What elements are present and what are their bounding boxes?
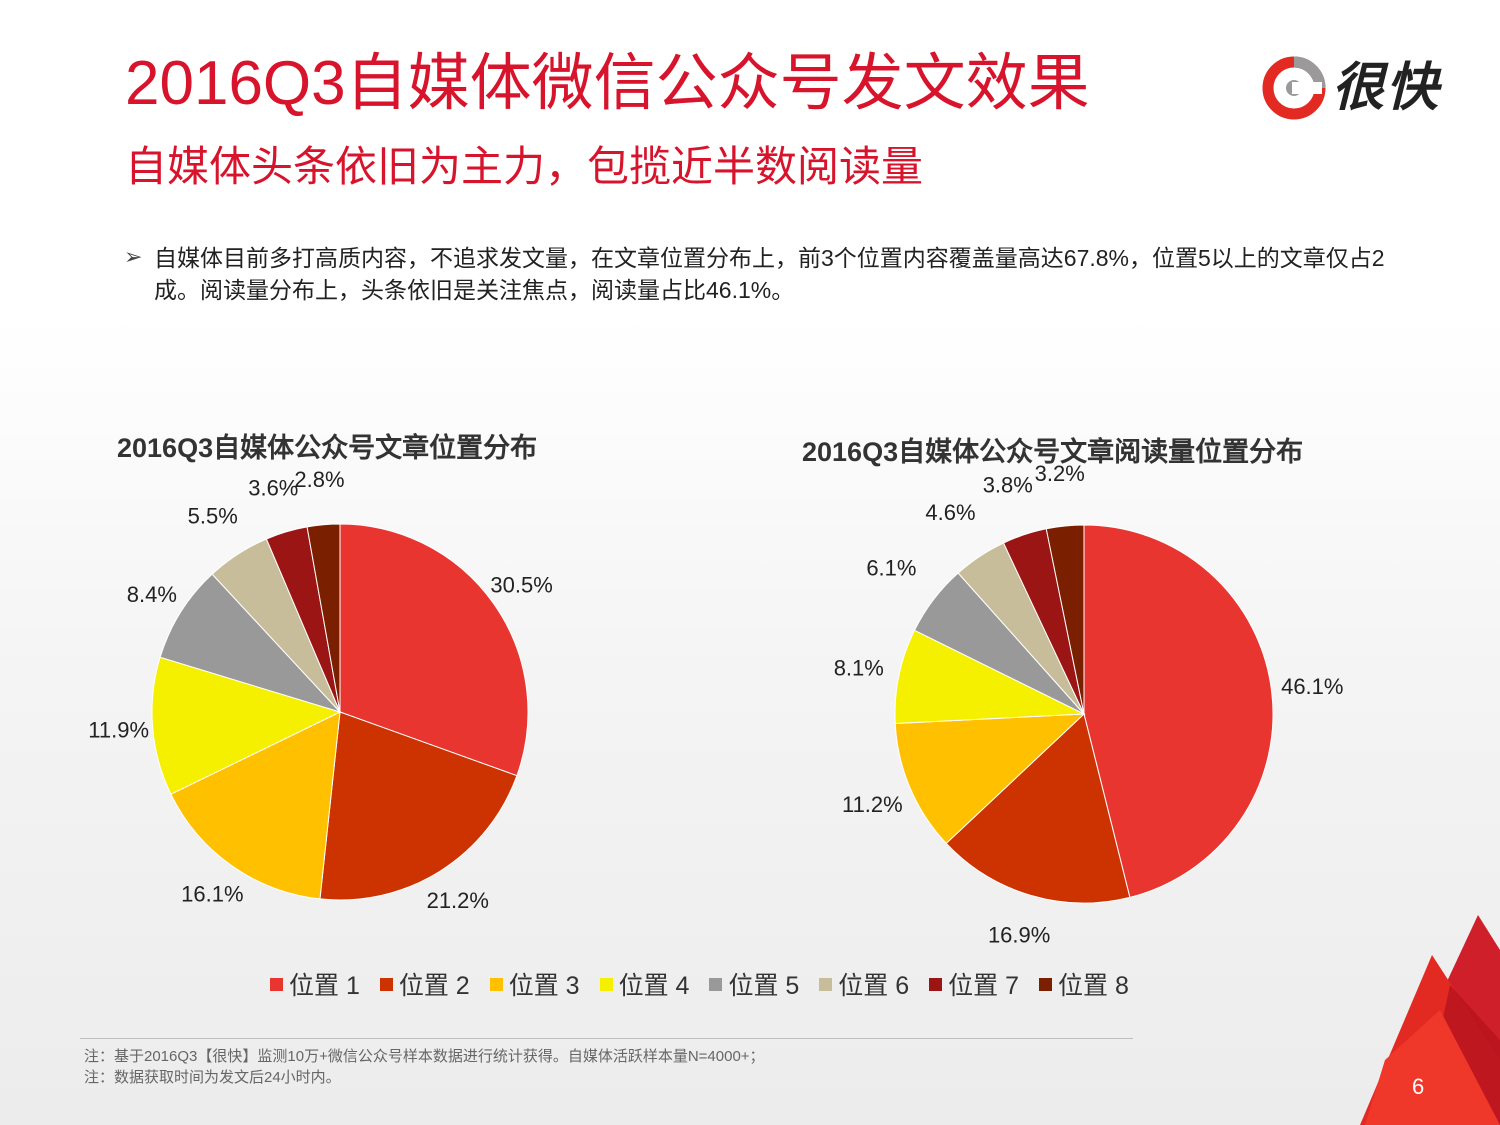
legend-swatch — [489, 977, 503, 991]
legend-swatch — [929, 977, 943, 991]
logo-text: 很快 — [1332, 59, 1441, 117]
legend-item-1: 位置 1 — [270, 966, 360, 1002]
pie-1-label-7: 3.6% — [248, 476, 298, 501]
pie-1-slice-2 — [319, 711, 518, 901]
pie-2-label-3: 11.2% — [842, 792, 903, 817]
legend-swatch — [819, 977, 833, 991]
legend-item-7: 位置 7 — [929, 966, 1019, 1002]
page-subtitle: 自媒体头条依旧为主力，包揽近半数阅读量 — [125, 143, 924, 190]
pie-2-label-2: 16.9% — [988, 923, 1050, 948]
pie-1-slice-4 — [151, 656, 342, 795]
legend-item-3: 位置 3 — [489, 966, 580, 1002]
footer-note-1: 注：基于2016Q3【很快】监测10万+微信公众号样本数据进行统计获得。自媒体活… — [84, 1048, 765, 1065]
chart-title-read-position: 2016Q3自媒体公众号文章阅读量位置分布 — [802, 437, 1304, 467]
pie-2-slice-8 — [1045, 524, 1085, 715]
page-title: 2016Q3自媒体微信公众号发文效果 — [125, 49, 1090, 118]
legend-item-8: 位置 8 — [1039, 966, 1129, 1002]
pie-1-label-6: 5.5% — [188, 504, 238, 529]
legend-swatch — [1039, 977, 1053, 991]
legend-label: 位置 8 — [1058, 972, 1129, 1000]
pie-1-label-2: 21.2% — [427, 888, 489, 913]
page-number: 6 — [1412, 1074, 1425, 1099]
pie-2-label-4: 8.1% — [834, 655, 884, 680]
legend-swatch — [379, 977, 393, 991]
legend-item-4: 位置 4 — [599, 966, 690, 1002]
legend-label: 位置 1 — [289, 972, 360, 1000]
chart-legend: 位置 1 位置 2 位置 3 位置 4 位置 5 位置 6 位置 7 位置 8 — [270, 966, 1170, 1002]
legend-label: 位置 7 — [948, 972, 1020, 1000]
legend-item-2: 位置 2 — [379, 966, 470, 1002]
legend-label: 位置 4 — [618, 972, 690, 1000]
pie-1-slice-5 — [159, 573, 342, 714]
legend-swatch — [270, 977, 283, 991]
footer-note-2: 注：数据获取时间为发文后24小时内。 — [84, 1069, 341, 1086]
legend-item-5: 位置 5 — [709, 966, 799, 1002]
pie-1-label-5: 8.4% — [127, 582, 177, 607]
pie-1: 30.5% 21.2% 16.1% 11.9% 8.4% 5.5% 3.6%2.8% — [88, 467, 553, 913]
pie-1-slice-3 — [170, 711, 341, 900]
logo-ring-icon — [1262, 56, 1326, 120]
pie-2-slice-2 — [945, 713, 1131, 904]
pie-2-label-1: 46.1% — [1281, 674, 1343, 699]
summary-bullet: ➢ 自媒体目前多打高质内容，不追求发文量，在文章位置分布上，前3个位置内容覆盖量… — [124, 242, 1414, 306]
legend-swatch — [599, 977, 613, 991]
footer-notes: 注：基于2016Q3【很快】监测10万+微信公众号样本数据进行统计获得。自媒体活… — [84, 1046, 765, 1088]
pie-1-slice-1 — [339, 523, 529, 777]
legend-label: 位置 6 — [838, 972, 910, 1000]
chart-title-article-position: 2016Q3自媒体公众号文章位置分布 — [117, 433, 538, 463]
pie-2-label-6: 4.6% — [925, 500, 975, 525]
legend-swatch — [709, 977, 723, 991]
legend-label: 位置 3 — [508, 972, 580, 1000]
pie-1-label-3: 16.1% — [181, 882, 243, 907]
pie-1-label-8: 2.8% — [294, 467, 344, 492]
pie-2-slice-4 — [894, 629, 1086, 725]
pie-2: 46.1% 16.9% 11.2% 8.1% 6.1% 4.6% 3.8% 3.2% — [834, 461, 1344, 947]
pie-2-label-7: 3.8% — [983, 472, 1033, 497]
pie-1-slice-8 — [306, 523, 341, 713]
legend-label: 位置 5 — [728, 972, 800, 1000]
pie-2-slice-3 — [894, 713, 1086, 845]
legend-item-6: 位置 6 — [819, 966, 909, 1002]
legend-label: 位置 2 — [398, 972, 470, 1000]
pie-2-label-5: 6.1% — [866, 555, 916, 580]
footer-divider — [80, 1038, 1133, 1039]
pie-1-label-4: 11.9% — [88, 717, 149, 742]
summary-text: 自媒体目前多打高质内容，不追求发文量，在文章位置分布上，前3个位置内容覆盖量高达… — [154, 245, 1385, 303]
brand-logo: 很快 — [1262, 56, 1462, 120]
arrow-bullet-icon: ➢ — [124, 244, 143, 269]
pie-2-slice-1 — [1083, 524, 1274, 898]
pie-1-label-1: 30.5% — [490, 572, 552, 597]
pie-2-label-8: 3.2% — [1035, 461, 1085, 486]
